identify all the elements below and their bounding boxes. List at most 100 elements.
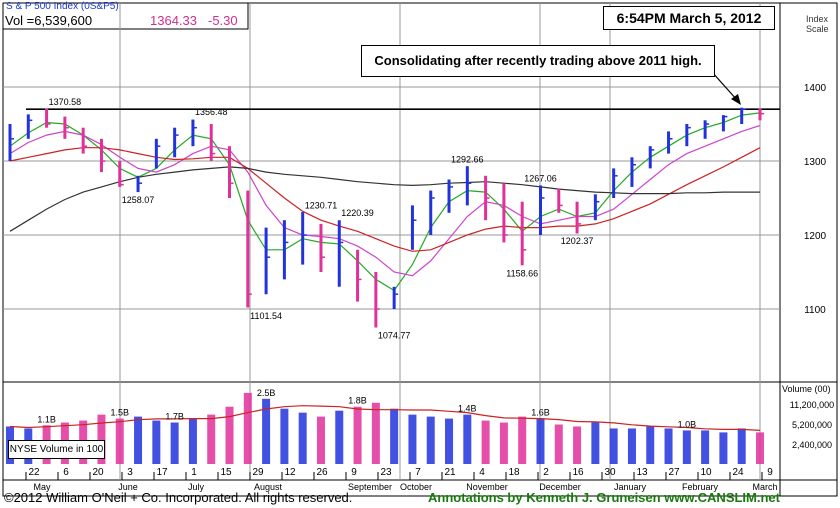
- volume-bar: [756, 432, 764, 464]
- volume-annotation: 1.4B: [458, 404, 477, 414]
- week-label: 4: [479, 467, 485, 478]
- volume-bar: [554, 424, 563, 464]
- volume-axis-label: Volume (00): [782, 384, 831, 394]
- volume-annotation: 2.5B: [257, 388, 276, 398]
- week-label: 13: [636, 467, 648, 478]
- volume-bar: [646, 426, 655, 464]
- volume-bar: [353, 406, 362, 464]
- price-annotation: 1230.71: [305, 200, 338, 210]
- volume-bar: [463, 414, 472, 464]
- volume-bar: [682, 430, 691, 464]
- ma-line-red: [9, 147, 761, 252]
- volume-annotation: 1.8B: [348, 396, 367, 406]
- scale-label-line2: Scale: [806, 24, 829, 34]
- price-annotation: 1258.07: [122, 195, 155, 205]
- volume-bar: [445, 418, 454, 464]
- volume-readout: Vol =6,539,600: [5, 13, 93, 28]
- moving-averages: [9, 112, 761, 292]
- volume-annotation: 1.1B: [37, 414, 56, 424]
- month-label: October: [400, 482, 432, 492]
- price-annotation: 1074.77: [378, 331, 411, 341]
- month-label: June: [118, 482, 138, 492]
- volume-annotation: 1.7B: [165, 412, 184, 422]
- week-label: 3: [127, 467, 133, 478]
- price-annotation: 1292.66: [451, 154, 484, 164]
- header-box: [2, 2, 249, 30]
- price-tick-label: 1100: [804, 305, 826, 316]
- volume-bar: [408, 414, 417, 464]
- week-label: 24: [732, 467, 744, 478]
- week-label: 12: [284, 467, 296, 478]
- volume-tick-label: 5,200,000: [792, 420, 832, 430]
- week-label: 1: [191, 467, 197, 478]
- price-annotation: 1267.06: [524, 173, 557, 183]
- scale-label-line1: Index: [806, 14, 829, 24]
- week-label: 16: [572, 467, 584, 478]
- copyright-text: ©2012 William O'Neil + Co. Incorporated.…: [4, 490, 353, 505]
- week-label: 6: [63, 467, 69, 478]
- price-annotation: 1356.48: [195, 107, 228, 117]
- volume-bar: [536, 418, 545, 464]
- volume-bar: [316, 416, 325, 464]
- week-label: 27: [668, 467, 680, 478]
- price-annotation: 1158.66: [506, 269, 538, 279]
- price-annotation: 1101.54: [250, 311, 282, 321]
- price-annotation: 1202.37: [561, 236, 594, 246]
- volume-bar: [591, 422, 600, 464]
- volume-annotation: 1.0B: [678, 419, 697, 429]
- volume-bar: [262, 398, 271, 464]
- index-name: S & P 500 Index (0S&P5): [6, 1, 119, 12]
- annotation-arrowhead: [731, 94, 741, 105]
- volume-annotation: 1.5B: [110, 408, 129, 418]
- volume-bar: [243, 392, 252, 464]
- volume-annotation: 1.6B: [531, 408, 550, 418]
- annotation-credit: Annotations by Kenneth J. Gruneisen www.…: [428, 490, 780, 505]
- week-label: 20: [92, 467, 104, 478]
- volume-bar: [664, 428, 673, 464]
- volume-bar: [609, 428, 618, 464]
- nyse-volume-label: NYSE Volume in 100: [8, 440, 105, 459]
- volume-bar: [115, 418, 124, 464]
- week-label: 9: [351, 467, 357, 478]
- week-label: 17: [156, 467, 168, 478]
- chart-labels: 1100 1200 1300 1400 11,200,000 5,200,000 2,400…: [25, 71, 834, 492]
- ma-line-green: [9, 112, 761, 292]
- volume-bar: [426, 416, 435, 464]
- annotation-arrow: [711, 71, 738, 101]
- volume-bar: [134, 416, 143, 464]
- month-label: February: [682, 482, 719, 492]
- grid-lines: [3, 3, 780, 480]
- chart-frame: [2, 2, 838, 497]
- volume-bar: [627, 428, 636, 464]
- week-label: 15: [220, 467, 232, 478]
- month-label: March: [752, 482, 777, 492]
- volume-average-line: [9, 405, 761, 431]
- volume-bar: [170, 422, 179, 464]
- volume-bar: [719, 432, 728, 464]
- scale-label: Index Scale: [806, 14, 829, 34]
- week-label: 26: [316, 467, 328, 478]
- ma-line-magenta: [9, 124, 761, 277]
- price-annotation: 1370.58: [49, 97, 82, 107]
- annotation-box: Consolidating after recently trading abo…: [361, 45, 715, 77]
- week-label: 21: [444, 467, 456, 478]
- price-tick-label: 1400: [804, 83, 827, 94]
- volume-bar: [371, 402, 380, 464]
- volume-bar: [280, 408, 289, 464]
- month-label: December: [539, 482, 581, 492]
- volume-bar: [518, 416, 527, 464]
- volume-bar: [481, 420, 490, 464]
- week-label: 7: [415, 467, 421, 478]
- volume-bar: [97, 414, 106, 464]
- volume-bar: [207, 414, 216, 464]
- week-label: 30: [604, 467, 616, 478]
- volume-bar: [335, 410, 344, 464]
- month-label: January: [614, 482, 647, 492]
- volume-tick-label: 2,400,000: [792, 440, 832, 450]
- price-readout: 1364.33: [150, 13, 197, 28]
- volume-bar: [225, 406, 234, 464]
- week-label: 18: [508, 467, 520, 478]
- volume-bar: [188, 418, 197, 464]
- volume-bar: [701, 430, 710, 464]
